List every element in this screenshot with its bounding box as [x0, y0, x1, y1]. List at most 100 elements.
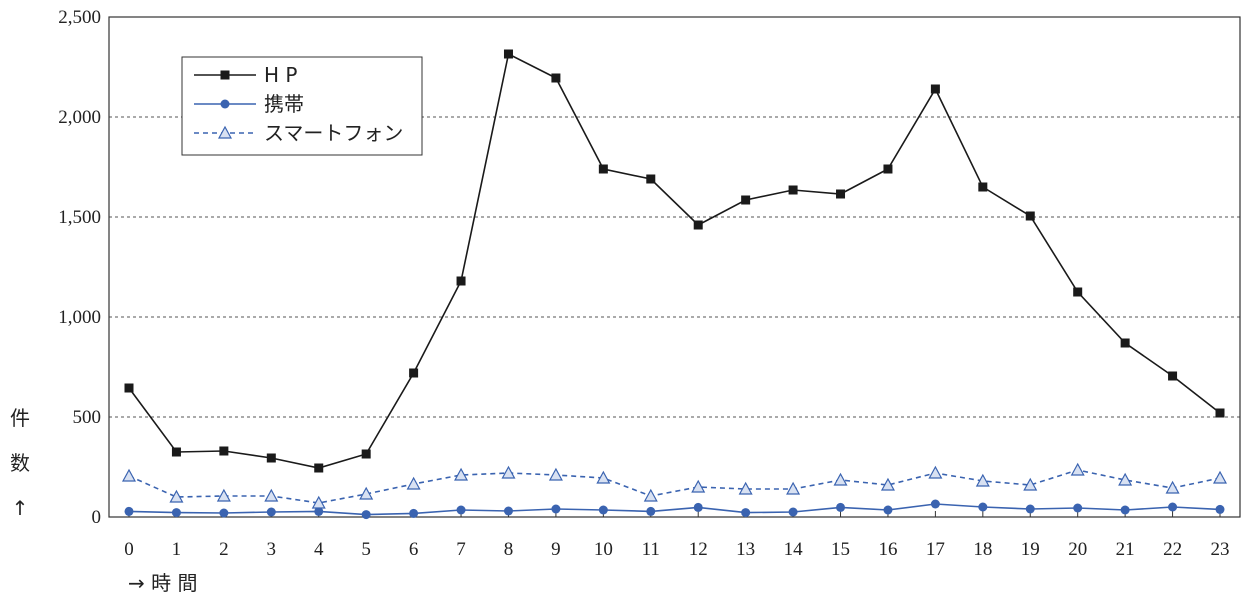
data-point [930, 499, 940, 509]
series-line [128, 503, 1221, 516]
x-tick-label: 4 [314, 539, 324, 560]
data-point [266, 453, 276, 463]
data-point [1120, 338, 1130, 348]
data-point [833, 472, 848, 486]
data-point [738, 481, 753, 495]
x-axis-ticks: 0 1 2 3 4 5 6 7 8 9 10 11 12 13 14 15 16 17 18 19 20 21 22 23 [124, 511, 1230, 560]
legend-label: スマートフォン [264, 121, 403, 145]
data-point [551, 73, 561, 83]
data-point [836, 189, 846, 199]
data-point [219, 446, 229, 456]
data-point [978, 182, 988, 192]
data-point [1023, 477, 1038, 491]
data-point [1070, 462, 1085, 476]
y-tick-label: 500 [73, 407, 102, 428]
x-tick-label: 14 [784, 539, 804, 560]
data-point [598, 164, 608, 174]
data-point [741, 195, 751, 205]
data-point [216, 488, 231, 502]
x-tick-label: 18 [973, 539, 992, 560]
data-point [219, 508, 229, 518]
data-point [1073, 287, 1083, 297]
data-point [454, 467, 469, 481]
data-point [693, 502, 703, 512]
plot-frame [108, 16, 1241, 518]
data-point [124, 383, 134, 393]
x-tick-label: 17 [926, 539, 945, 560]
series-0 [124, 49, 1225, 473]
y-tick-label: 2,500 [58, 7, 101, 28]
data-point [788, 185, 798, 195]
data-point [456, 505, 466, 515]
data-point [501, 465, 516, 479]
x-tick-label: 1 [172, 539, 182, 560]
data-point [975, 473, 990, 487]
x-tick-label: 11 [642, 539, 660, 560]
data-point [361, 449, 371, 459]
data-point [836, 502, 846, 512]
data-point [1118, 472, 1133, 486]
data-point [264, 488, 279, 502]
data-point [786, 481, 801, 495]
series-line [128, 469, 1221, 504]
data-point [880, 477, 895, 491]
x-tick-label: 13 [736, 539, 755, 560]
data-point [456, 276, 466, 286]
data-point [1025, 211, 1035, 221]
data-point [646, 174, 656, 184]
data-point [1165, 480, 1180, 494]
data-point [643, 488, 658, 502]
x-tick-label: 8 [504, 539, 514, 560]
data-point [409, 508, 419, 518]
x-tick-label: 21 [1116, 539, 1135, 560]
data-point [1025, 504, 1035, 514]
data-point [1120, 505, 1130, 515]
series-group [121, 49, 1228, 520]
data-point [311, 495, 326, 509]
data-point [169, 489, 184, 503]
data-point [883, 164, 893, 174]
data-point [220, 70, 230, 80]
data-point [220, 99, 230, 109]
y-tick-label: 1,000 [58, 307, 101, 328]
x-tick-label: 23 [1211, 539, 1230, 560]
data-point [503, 49, 513, 59]
x-tick-label: 10 [594, 539, 613, 560]
data-point [217, 125, 233, 139]
x-tick-label: 9 [551, 539, 561, 560]
x-tick-label: 7 [456, 539, 466, 560]
data-point [171, 447, 181, 457]
data-point [314, 506, 324, 516]
data-point [978, 502, 988, 512]
data-point [691, 479, 706, 493]
x-tick-label: 20 [1068, 539, 1087, 560]
x-tick-label: 6 [409, 539, 419, 560]
data-point [928, 465, 943, 479]
y-tick-label: 2,000 [58, 107, 101, 128]
series-1 [124, 499, 1225, 520]
x-tick-label: 2 [219, 539, 229, 560]
data-point [503, 506, 513, 516]
data-point [266, 507, 276, 517]
x-tick-label: 16 [878, 539, 897, 560]
data-point [551, 504, 561, 514]
y-axis-ticks: 0 500 1,000 1,500 2,000 2,500 [58, 7, 101, 528]
data-point [788, 507, 798, 517]
data-point [1168, 371, 1178, 381]
data-point [548, 467, 563, 481]
x-tick-label: 15 [831, 539, 850, 560]
data-point [930, 84, 940, 94]
data-point [598, 505, 608, 515]
x-tick-label: 3 [267, 539, 277, 560]
data-point [121, 468, 137, 482]
data-point [406, 476, 421, 490]
data-point [646, 506, 656, 516]
data-point [124, 506, 134, 516]
data-point [1215, 408, 1225, 418]
y-tick-label: 0 [92, 507, 102, 528]
data-point [1212, 470, 1228, 484]
series-line [128, 52, 1221, 469]
y-tick-label: 1,500 [58, 207, 101, 228]
